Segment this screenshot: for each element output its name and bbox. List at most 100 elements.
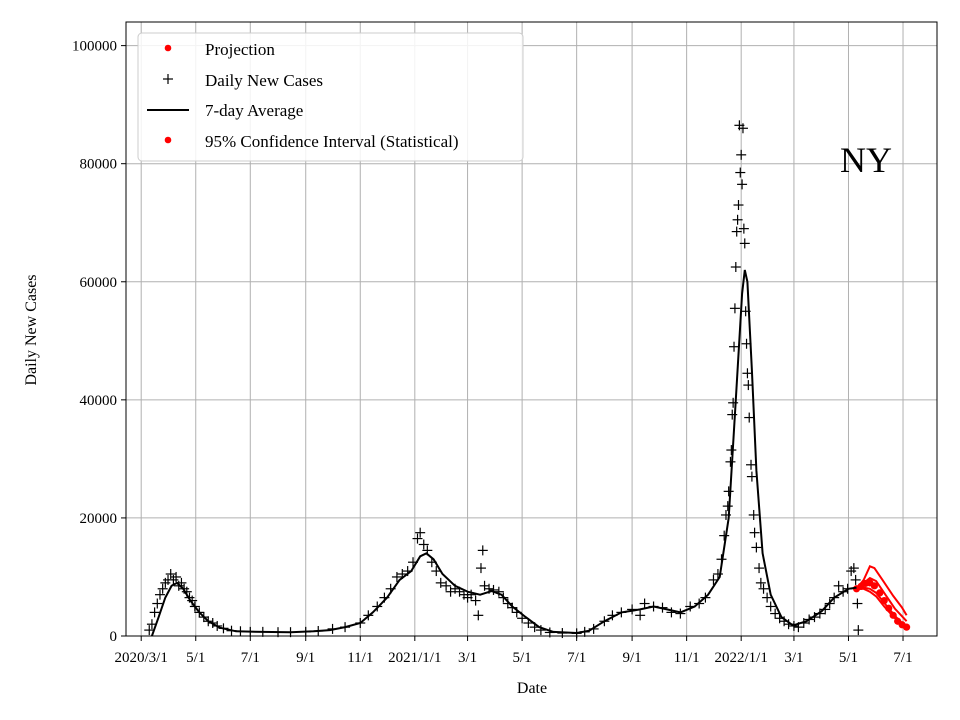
daily-new-cases-point xyxy=(850,574,861,585)
daily-new-cases-point xyxy=(187,595,198,606)
daily-new-cases-point xyxy=(502,598,513,609)
x-tick-label: 7/1 xyxy=(893,650,912,666)
y-tick-label: 0 xyxy=(110,629,118,645)
daily-new-cases-point xyxy=(484,583,495,594)
daily-new-cases-point xyxy=(285,627,296,638)
daily-new-cases-point xyxy=(833,580,844,591)
daily-new-cases-point xyxy=(723,486,734,497)
daily-new-cases-point xyxy=(829,592,840,603)
projection-point xyxy=(889,611,897,619)
daily-new-cases-point xyxy=(848,563,859,574)
daily-new-cases-point xyxy=(635,610,646,621)
daily-new-cases-point xyxy=(154,589,165,600)
daily-new-cases-point xyxy=(397,569,408,580)
x-tick-label: 11/1 xyxy=(674,650,700,666)
daily-new-cases-point xyxy=(788,620,799,631)
daily-new-cases-point xyxy=(372,601,383,612)
daily-new-cases-point xyxy=(685,601,696,612)
x-tick-label: 2022/1/1 xyxy=(715,650,768,666)
y-tick-label: 20000 xyxy=(80,511,118,527)
daily-new-cases-point xyxy=(741,338,752,349)
x-tick-label: 7/1 xyxy=(567,650,586,666)
daily-new-cases-point xyxy=(746,459,757,470)
daily-new-cases-point xyxy=(758,583,769,594)
daily-new-cases-point xyxy=(599,616,610,627)
legend: Projection Daily New Cases 7-day Average… xyxy=(137,32,524,162)
legend-label-projection: Projection xyxy=(205,40,275,59)
daily-new-cases-point xyxy=(755,577,766,588)
y-tick-label: 80000 xyxy=(80,157,118,173)
daily-new-cases-point xyxy=(725,456,736,467)
legend-marker-projection xyxy=(164,44,172,52)
x-tick-label: 2021/1/1 xyxy=(388,650,441,666)
daily-new-cases-point xyxy=(743,380,754,391)
daily-new-cases-point xyxy=(535,625,546,636)
legend-label-daily-new-cases: Daily New Cases xyxy=(205,71,323,90)
x-tick-label: 3/1 xyxy=(784,650,803,666)
daily-new-cases-point xyxy=(809,612,820,623)
daily-new-cases-point xyxy=(700,592,711,603)
daily-new-cases-point xyxy=(737,179,748,190)
projection-point xyxy=(870,582,879,590)
daily-new-cases-point xyxy=(523,618,534,629)
daily-new-cases-point xyxy=(418,539,429,550)
daily-new-cases-point xyxy=(257,626,268,637)
projection-point xyxy=(885,604,893,612)
daily-new-cases-point xyxy=(729,341,740,352)
daily-new-cases-point xyxy=(327,623,338,634)
x-tick-label: 9/1 xyxy=(296,650,315,666)
daily-new-cases-point xyxy=(203,616,214,627)
daily-new-cases-point xyxy=(422,545,433,556)
daily-new-cases-point xyxy=(466,589,477,600)
x-tick-label: 2020/3/1 xyxy=(115,650,168,666)
daily-new-cases-point xyxy=(648,601,659,612)
daily-new-cases-point xyxy=(165,569,176,580)
daily-new-cases-point xyxy=(529,622,540,633)
daily-new-cases-point xyxy=(493,586,504,597)
daily-new-cases-point xyxy=(498,592,509,603)
legend-marker-daily-new-cases xyxy=(163,74,173,84)
daily-new-cases-point xyxy=(726,445,737,456)
daily-new-cases-point xyxy=(391,571,402,582)
daily-new-cases-point xyxy=(189,601,200,612)
daily-new-cases-point xyxy=(732,214,743,225)
daily-new-cases-point xyxy=(748,509,759,520)
daily-new-cases-point xyxy=(557,628,568,639)
confidence-interval-line xyxy=(855,565,908,616)
daily-new-cases-point xyxy=(300,626,311,637)
projection-point xyxy=(902,623,911,631)
daily-new-cases-point xyxy=(852,598,863,609)
y-tick-label: 40000 xyxy=(80,393,118,409)
daily-new-cases-point xyxy=(435,577,446,588)
daily-new-cases-point xyxy=(754,563,765,574)
daily-new-cases-point xyxy=(355,618,366,629)
x-tick-label: 5/1 xyxy=(839,650,858,666)
x-tick-label: 7/1 xyxy=(241,650,260,666)
daily-new-cases-point xyxy=(762,592,773,603)
y-tick-label: 100000 xyxy=(72,39,117,55)
chart-annotation: NY xyxy=(840,140,892,180)
daily-new-cases-point xyxy=(731,226,742,237)
daily-new-cases-point xyxy=(363,610,374,621)
projection-point xyxy=(876,589,884,597)
daily-new-cases-point xyxy=(742,368,753,379)
daily-new-cases-point xyxy=(412,533,423,544)
daily-new-cases-point xyxy=(720,509,731,520)
daily-new-cases-point xyxy=(441,580,452,591)
daily-new-cases-point xyxy=(666,607,677,618)
legend-label-7-day-average: 7-day Average xyxy=(205,101,303,120)
daily-new-cases-point xyxy=(733,200,744,211)
daily-new-cases-point xyxy=(385,583,396,594)
daily-new-cases-point xyxy=(176,577,187,588)
daily-new-cases-point xyxy=(746,471,757,482)
daily-new-cases-point xyxy=(627,604,638,615)
daily-new-cases-point xyxy=(793,622,804,633)
daily-new-cases-point xyxy=(729,303,740,314)
daily-new-cases-point xyxy=(616,607,627,618)
daily-new-cases-point xyxy=(798,618,809,629)
seven-day-average-line xyxy=(150,269,857,637)
daily-new-cases-point xyxy=(716,554,727,565)
daily-new-cases-point xyxy=(730,262,741,273)
daily-new-cases-point xyxy=(639,598,650,609)
daily-new-cases-point xyxy=(181,586,192,597)
